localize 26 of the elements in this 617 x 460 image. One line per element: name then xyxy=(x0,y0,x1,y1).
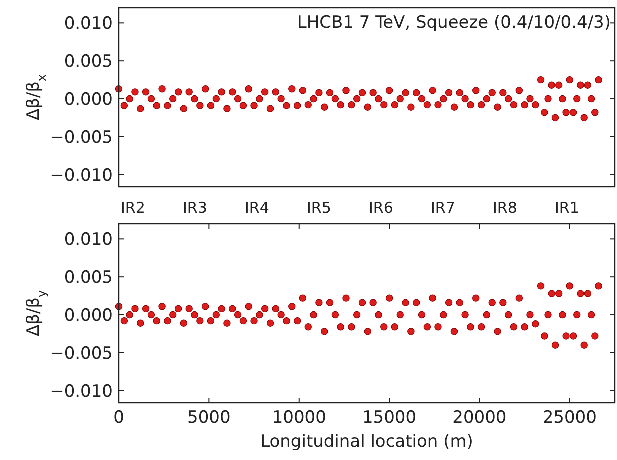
y-tick-label: 0.005 xyxy=(64,268,113,288)
y-tick-label: 0.005 xyxy=(64,52,113,72)
y-tick-label: 0.000 xyxy=(64,90,113,110)
text: IR2 xyxy=(121,199,146,217)
text: IR1 xyxy=(555,199,580,217)
y-tick-label: 0.010 xyxy=(64,230,113,250)
x-tick-label: 5000 xyxy=(188,408,231,428)
y-tick-label: −0.010 xyxy=(50,382,113,402)
y-tick-label: −0.005 xyxy=(50,128,113,148)
x-tick-label: 0 xyxy=(114,408,124,428)
y-tick-label: 0.000 xyxy=(64,306,113,326)
text: IR6 xyxy=(369,199,394,217)
text: IR7 xyxy=(431,199,456,217)
text: IR4 xyxy=(245,199,270,217)
x-tick-label: 10000 xyxy=(272,408,326,428)
text: IR3 xyxy=(183,199,208,217)
y-tick-label: −0.005 xyxy=(50,344,113,364)
y-tick-label: −0.010 xyxy=(50,166,113,186)
x-tick-label: 15000 xyxy=(362,408,417,428)
x-tick-label: 25000 xyxy=(542,408,597,428)
x-axis-title: Longitudinal location (m) xyxy=(260,432,474,452)
text: IR8 xyxy=(493,199,518,217)
y-tick-label: 0.010 xyxy=(64,14,113,34)
chart-title: LHCB1 7 TeV, Squeeze (0.4/10/0.4/3) xyxy=(297,13,611,33)
text: IR5 xyxy=(307,199,332,217)
x-tick-label: 20000 xyxy=(452,408,507,428)
